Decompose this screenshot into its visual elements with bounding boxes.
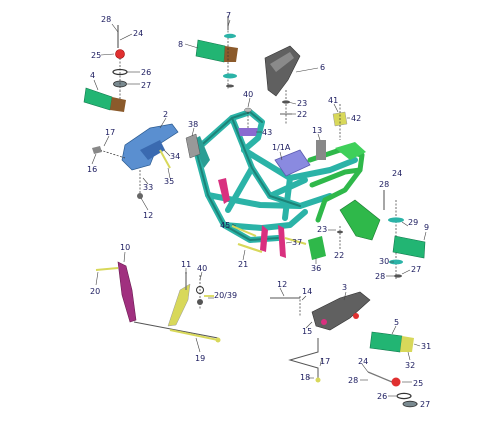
part-label-22: 22: [297, 110, 307, 119]
part-label-5: 5: [394, 318, 399, 327]
part-label-37: 37: [292, 238, 302, 247]
part-label-28-right: 28: [379, 180, 389, 189]
part-label-21: 21: [238, 260, 248, 269]
shroud-part-6: [265, 46, 300, 96]
bolt-23-22-top: [280, 90, 292, 124]
part-label-30: 30: [379, 257, 389, 266]
part-label-43: 43: [262, 128, 272, 137]
part-label-24-right: 24: [392, 169, 402, 178]
bracket-part-13: [316, 140, 326, 160]
part-label-2: 2: [163, 110, 168, 119]
part-label-16: 16: [87, 165, 97, 174]
rear-bracket-part-3: [270, 292, 370, 330]
part-label-27-bottom: 27: [420, 400, 430, 409]
bushing-41-42: [333, 104, 347, 140]
upper-grip-part-8: [196, 16, 238, 90]
part-label-34: 34: [170, 152, 180, 161]
part-label-14: 14: [302, 287, 312, 296]
part-label-28: 28: [101, 15, 111, 24]
part-label-20: 20: [90, 287, 100, 296]
part-label-17-lower: 17: [320, 357, 330, 366]
part-label-24-lower: 24: [358, 357, 368, 366]
part-label-6: 6: [320, 63, 325, 72]
part-label-45: 45: [220, 221, 230, 230]
part-label-23: 23: [297, 99, 307, 108]
part-label-24: 24: [133, 29, 143, 38]
part-label-11: 11: [181, 260, 191, 269]
part-label-22-lower: 22: [334, 251, 344, 260]
part-label-36: 36: [311, 264, 321, 273]
part-label-23-lower: 23: [317, 225, 327, 234]
bracket-part-7: [340, 200, 380, 240]
part-label-28-lower: 28: [375, 272, 385, 281]
part-label-40: 40: [243, 90, 253, 99]
part-label-1-1a: 1/1A: [272, 143, 291, 152]
part-label-4: 4: [90, 71, 95, 80]
part-label-35: 35: [164, 177, 174, 186]
part-label-38: 38: [188, 120, 198, 129]
part-label-40-lower: 40: [197, 264, 207, 273]
part-label-19: 19: [195, 354, 205, 363]
part-label-9: 9: [424, 223, 429, 232]
part-label-17: 17: [105, 128, 115, 137]
part-label-10: 10: [120, 243, 130, 252]
part-label-26: 26: [141, 68, 151, 77]
part-label-32: 32: [405, 361, 415, 370]
part-label-12: 12: [143, 211, 153, 220]
part-label-3: 3: [342, 283, 347, 292]
part-label-8: 8: [178, 40, 183, 49]
top-left-fastener-stack: [113, 25, 127, 90]
part-label-18: 18: [300, 373, 310, 382]
part-label-13: 13: [312, 126, 322, 135]
part-label-31: 31: [421, 342, 431, 351]
part-label-25: 25: [91, 51, 101, 60]
left-grip-part-4: [84, 88, 126, 112]
part-label-29: 29: [408, 218, 418, 227]
engine-mount-brackets: [218, 178, 286, 258]
part-label-20-39: 20/39: [214, 291, 237, 300]
bottom-fastener-stack: [368, 372, 417, 407]
part-label-15: 15: [302, 327, 312, 336]
part-label-7: 7: [226, 11, 231, 20]
part-label-33: 33: [143, 183, 153, 192]
part-label-26-lower: 26: [377, 392, 387, 401]
part-label-12-lower: 12: [277, 280, 287, 289]
part-label-27: 27: [141, 81, 151, 90]
part-label-41: 41: [328, 96, 338, 105]
fastener-11-40-20-39: [186, 272, 214, 310]
part-label-27-right: 27: [411, 265, 421, 274]
part-label-42: 42: [351, 114, 361, 123]
grip-part-5: [370, 332, 414, 352]
bolt-23-22-lower: [337, 226, 343, 250]
part-label-28-bottom: 28: [348, 376, 358, 385]
part-label-25-lower: 25: [413, 379, 423, 388]
